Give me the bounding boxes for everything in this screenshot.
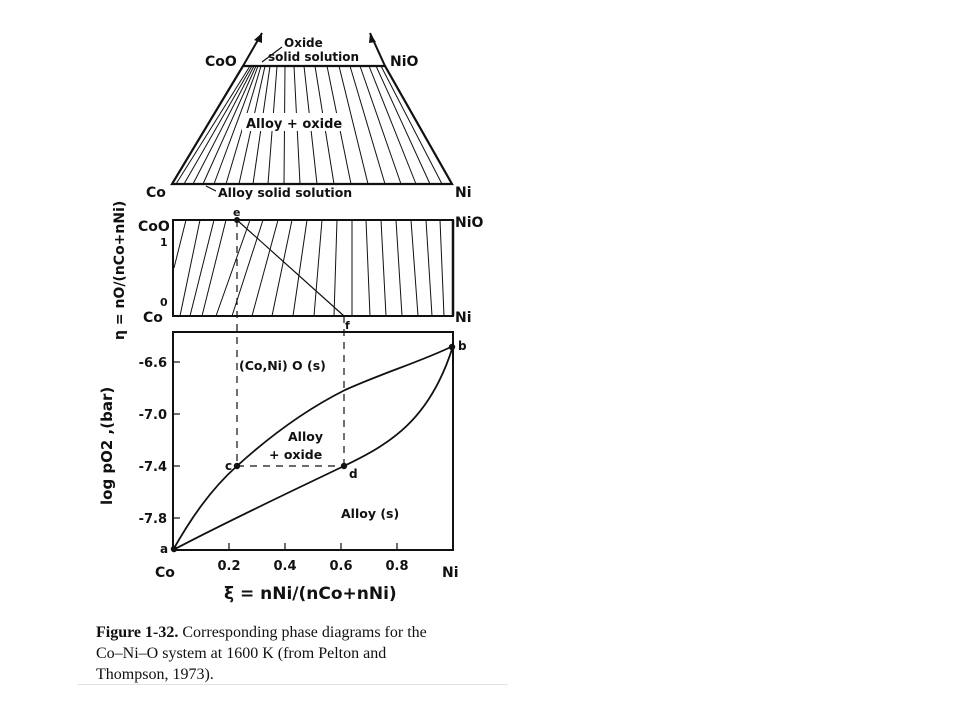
caption-figure-number: Figure 1-32.	[96, 624, 179, 641]
bottom-plot-frame	[172, 331, 454, 551]
bottom-x-axis-label: ξ = nNi/(nCo+nNi)	[224, 584, 397, 604]
y-tick-label-2: -7.0	[139, 408, 167, 423]
figure-caption: Figure 1-32. Corresponding phase diagram…	[96, 622, 496, 685]
oxide-boundary-curve	[172, 345, 454, 551]
point-c-label: c	[225, 459, 232, 473]
point-a-label: a	[160, 542, 168, 556]
y-tick-label-4: -7.8	[139, 512, 167, 527]
top-label-co: Co	[146, 185, 166, 201]
top-label-ni: Ni	[455, 185, 472, 201]
middle-rectangle	[172, 219, 454, 317]
middle-diagram	[172, 219, 455, 317]
oxide-solution-label-2: solid solution	[268, 50, 359, 64]
point-f-label: f	[345, 319, 350, 332]
tie-line-e-f	[236, 219, 345, 317]
point-d-label: d	[349, 467, 358, 481]
point-e-label: e	[233, 206, 240, 219]
top-right-arrowhead	[369, 33, 376, 43]
y-tick-label-1: -6.6	[139, 356, 167, 371]
middle-tie-lines	[173, 219, 445, 317]
middle-y-axis-label: η = nO/(nCo+nNi)	[112, 201, 128, 340]
x-label-ni: Ni	[442, 565, 459, 581]
region-alloy-oxide-label-1: Alloy	[288, 429, 323, 444]
caption-line-1-text: Corresponding phase diagrams for the	[182, 624, 427, 641]
x-tick-label-4: 0.8	[385, 559, 408, 574]
x-tick-label-3: 0.6	[329, 559, 352, 574]
x-tick-marks	[228, 543, 398, 550]
top-left-arrowhead	[254, 33, 262, 43]
x-tick-label-2: 0.4	[273, 559, 296, 574]
region-oxide-label: (Co,Ni) O (s)	[239, 358, 326, 373]
middle-label-co: Co	[143, 310, 163, 326]
point-c-marker	[233, 462, 241, 470]
caption-line-1: Figure 1-32. Corresponding phase diagram…	[96, 622, 496, 643]
bottom-diagram	[172, 220, 454, 551]
dashed-construction-lines	[236, 220, 345, 467]
point-a-marker	[170, 545, 178, 553]
bottom-y-axis-label: log pO2 ,(bar)	[98, 387, 116, 505]
y-tick-marks	[173, 361, 180, 519]
x-label-co: Co	[155, 565, 175, 581]
top-label-nio: NiO	[390, 54, 419, 70]
region-alloy-oxide-label-2: + oxide	[269, 447, 322, 462]
point-b-label: b	[458, 339, 467, 353]
oxide-pointer	[261, 46, 283, 63]
oxide-solution-label-1: Oxide	[284, 36, 323, 50]
alloy-solid-solution-label: Alloy solid solution	[218, 185, 352, 200]
middle-label-ni: Ni	[455, 310, 472, 326]
middle-tick-0: 0	[160, 296, 168, 309]
caption-line-2: Co–Ni–O system at 1600 K (from Pelton an…	[96, 645, 387, 662]
middle-label-coo: CoO	[138, 219, 170, 235]
point-d-marker	[340, 462, 348, 470]
region-alloy-label: Alloy (s)	[341, 506, 399, 521]
x-tick-label-1: 0.2	[217, 559, 240, 574]
alloy-oxide-region-label: Alloy + oxide	[246, 117, 342, 132]
point-b-marker	[448, 343, 456, 351]
middle-label-nio: NiO	[455, 215, 484, 231]
top-label-coo: CoO	[205, 54, 237, 70]
middle-tick-1: 1	[160, 236, 168, 249]
caption-line-3: Thompson, 1973).	[96, 666, 214, 683]
caption-divider	[78, 684, 508, 685]
y-tick-label-3: -7.4	[139, 460, 167, 475]
